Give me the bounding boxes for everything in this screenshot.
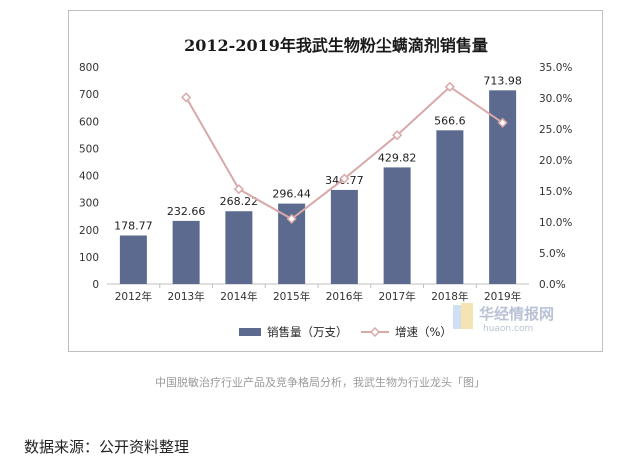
growth-point	[392, 130, 403, 141]
chart-frame: 2012-2019年我武生物粉尘螨滴剂销售量 0 100 200 300 400 500 6…	[68, 10, 603, 352]
bar-data-label: 713.98	[483, 74, 522, 87]
bar	[383, 167, 411, 284]
watermark-logo-icon	[453, 305, 461, 329]
y-left-tick-label: 600	[79, 116, 99, 128]
bar	[436, 130, 464, 284]
bar-data-label: 268.22	[220, 195, 259, 208]
watermark: 华经情报网 huaon.com	[453, 303, 554, 334]
bar	[119, 235, 147, 284]
growth-point	[233, 184, 244, 195]
growth-line	[181, 81, 508, 224]
y-right-tick-label: 0.0%	[539, 279, 566, 291]
x-tick-label: 2018年	[431, 290, 468, 303]
growth-point	[339, 173, 350, 184]
y-right-tick-label: 20.0%	[539, 155, 572, 167]
y-right-tick-label: 15.0%	[539, 186, 572, 198]
x-tick-label: 2012年	[115, 290, 152, 303]
y-left-tick-label: 800	[79, 62, 99, 74]
bar	[172, 220, 200, 284]
watermark-logo-icon-part	[461, 303, 473, 329]
growth-point	[444, 81, 455, 92]
growth-point	[181, 92, 192, 103]
y-right-tick-label: 10.0%	[539, 217, 572, 229]
y-right-tick-label: 25.0%	[539, 124, 572, 136]
x-tick-label: 2014年	[220, 290, 257, 303]
watermark-sub: huaon.com	[483, 324, 533, 334]
legend-label-growth: 增速（%）	[395, 325, 452, 339]
growth-point	[497, 117, 508, 128]
axes: 0 100 200 300 400 500 600 700 800 0.0% 5.0% 10.0% 15…	[79, 62, 572, 303]
bar	[225, 211, 253, 284]
x-tick-label: 2016年	[326, 290, 363, 303]
chart: 2012-2019年我武生物粉尘螨滴剂销售量 0 100 200 300 400 500 6…	[79, 36, 572, 339]
chart-title: 2012-2019年我武生物粉尘螨滴剂销售量	[184, 36, 488, 55]
x-tick-label: 2017年	[379, 290, 416, 303]
bar-data-label: 232.66	[167, 205, 206, 218]
y-right-tick-label: 30.0%	[539, 93, 572, 105]
figure-caption: 中国脱敏治疗行业产品及竞争格局分析，我武生物为行业龙头「图」	[155, 376, 485, 389]
legend-swatch-sales	[239, 328, 261, 336]
bar-data-label: 429.82	[378, 151, 417, 164]
growth-point	[286, 213, 297, 224]
bars	[119, 90, 517, 285]
y-left-tick-label: 400	[79, 171, 99, 183]
x-tick-label: 2019年	[484, 290, 521, 303]
y-left-tick-label: 0	[92, 279, 99, 291]
legend: 销售量（万支） 增速（%）	[239, 325, 452, 339]
x-tick-label: 2015年	[273, 290, 310, 303]
bar-data-label: 178.77	[114, 220, 153, 233]
legend-marker-growth	[369, 326, 381, 338]
bar-data-label: 296.44	[272, 188, 311, 201]
x-tick-label: 2013年	[168, 290, 205, 303]
y-left-tick-label: 700	[79, 89, 99, 101]
y-left-tick-label: 300	[79, 198, 99, 210]
y-left-tick-label: 100	[79, 252, 99, 264]
data-source: 数据来源：公开资料整理	[24, 438, 190, 456]
y-right-tick-label: 5.0%	[539, 248, 566, 260]
bar	[330, 189, 358, 284]
bar-data-label: 566.6	[434, 114, 466, 127]
watermark-text: 华经情报网	[479, 305, 554, 323]
y-left-tick-label: 500	[79, 143, 99, 155]
y-right-tick-label: 35.0%	[539, 62, 572, 74]
legend-label-sales: 销售量（万支）	[267, 325, 348, 339]
y-left-tick-label: 200	[79, 225, 99, 237]
